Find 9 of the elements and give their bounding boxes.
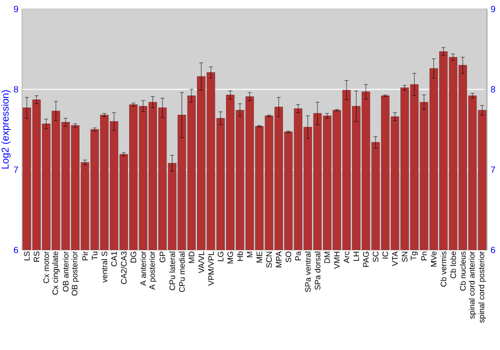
y-tick-label: 6 <box>14 246 18 254</box>
y-tick-label: 8 <box>14 86 18 93</box>
y-axis-title: Log2 (expression) <box>1 90 11 169</box>
y-tick-label: 9 <box>14 6 18 12</box>
y-tick-label: 7 <box>14 166 18 173</box>
y2-tick-label: 8 <box>490 86 496 93</box>
y2-tick-label: 9 <box>490 6 496 12</box>
y2-tick-label: 6 <box>490 246 496 254</box>
y2-tick-label: 7 <box>490 166 496 173</box>
